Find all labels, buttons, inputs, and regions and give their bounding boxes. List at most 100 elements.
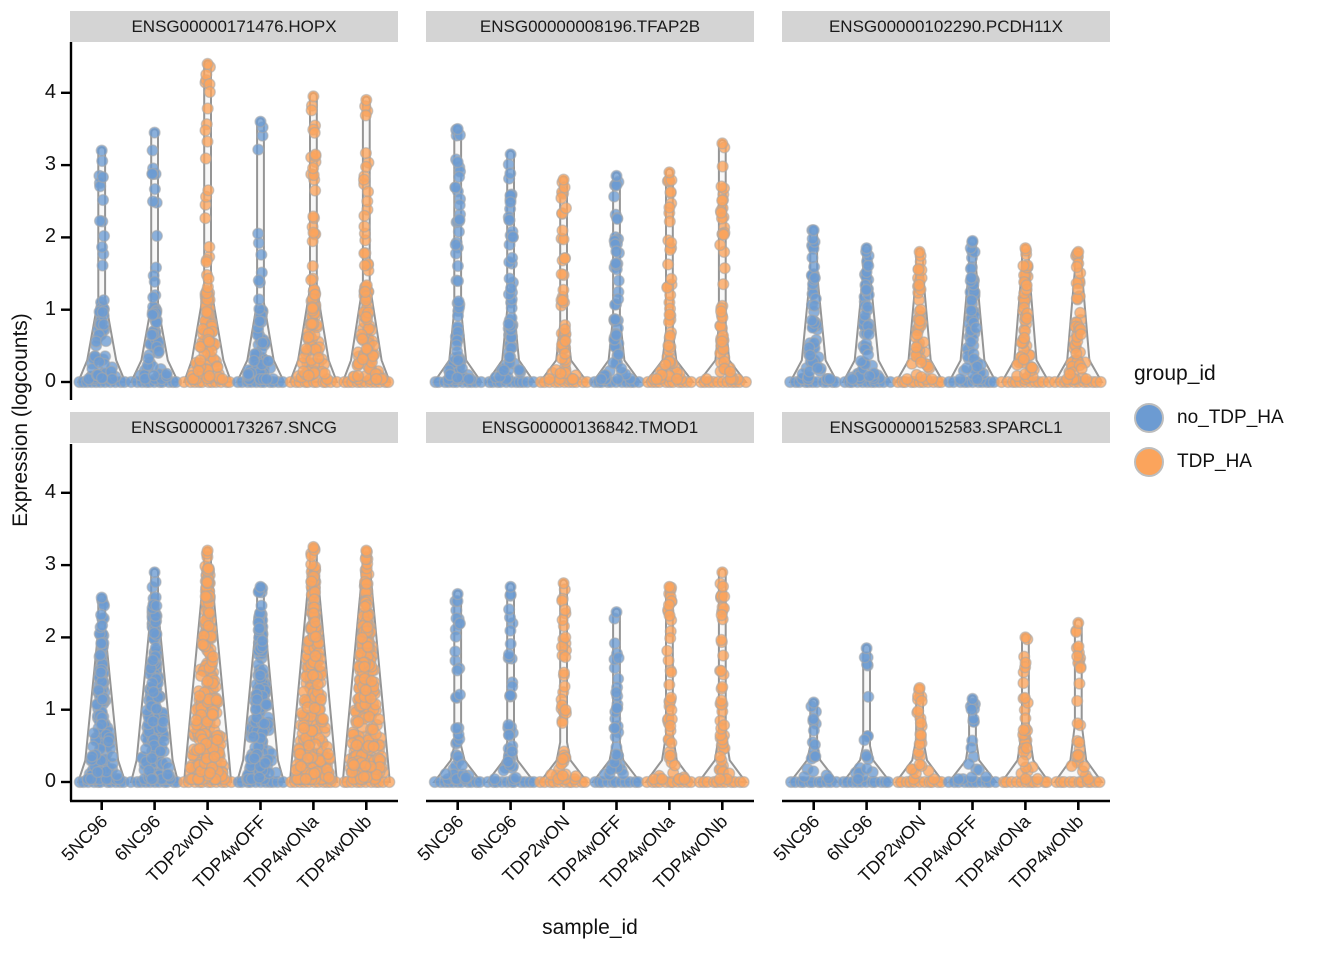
- data-point: [154, 745, 167, 758]
- data-point: [203, 335, 216, 348]
- data-point: [309, 288, 322, 301]
- data-point: [357, 770, 371, 784]
- violin-points: [589, 606, 645, 789]
- data-point: [612, 293, 625, 306]
- data-point: [664, 329, 677, 343]
- violin-points: [534, 173, 594, 389]
- violin-5NC96: [73, 591, 130, 789]
- violin-points: [997, 631, 1053, 789]
- data-point: [199, 152, 213, 165]
- data-point: [145, 752, 159, 765]
- data-point: [809, 750, 822, 763]
- y-tick-label: 3: [44, 153, 56, 176]
- data-point: [915, 370, 928, 384]
- data-point: [1071, 650, 1084, 663]
- data-point: [913, 758, 926, 771]
- data-point: [1017, 723, 1030, 737]
- data-point: [305, 317, 318, 331]
- data-point: [194, 340, 207, 353]
- data-point: [347, 759, 360, 772]
- data-point: [670, 373, 684, 386]
- data-point: [210, 694, 223, 707]
- data-point: [861, 348, 875, 361]
- data-point: [1019, 772, 1032, 786]
- data-point: [1063, 367, 1076, 381]
- data-point: [252, 227, 265, 240]
- data-point: [807, 224, 820, 237]
- data-point: [808, 299, 821, 312]
- violin-points: [284, 540, 342, 789]
- data-point: [202, 184, 215, 197]
- data-point: [146, 715, 160, 728]
- data-point: [199, 124, 212, 137]
- violin-points: [232, 580, 290, 789]
- data-point: [715, 206, 728, 219]
- data-point: [609, 257, 622, 270]
- data-point: [1019, 712, 1032, 725]
- data-point: [556, 294, 569, 307]
- data-point: [203, 370, 216, 383]
- x-axis: [70, 799, 398, 810]
- data-point: [663, 308, 676, 321]
- y-tick-label: 4: [44, 80, 56, 103]
- violin-points: [338, 544, 396, 789]
- data-point: [361, 195, 374, 208]
- data-point: [262, 355, 275, 368]
- data-point: [1071, 694, 1084, 708]
- data-point: [106, 373, 119, 386]
- violin-points: [693, 566, 750, 789]
- data-point: [504, 167, 517, 180]
- data-point: [804, 349, 817, 362]
- data-point: [954, 373, 967, 386]
- data-point: [306, 260, 319, 273]
- data-point: [558, 680, 571, 693]
- data-point: [358, 247, 371, 260]
- violin-5NC96: [785, 696, 843, 789]
- violin-points: [1048, 245, 1107, 389]
- legend-title: group_id: [1134, 362, 1216, 385]
- data-point: [717, 228, 730, 241]
- data-point: [97, 294, 110, 307]
- data-point: [366, 723, 380, 736]
- data-point: [252, 274, 265, 287]
- y-tick-label: 2: [44, 225, 56, 248]
- data-point: [1017, 353, 1030, 366]
- data-point: [663, 166, 676, 179]
- data-point: [145, 773, 159, 786]
- data-point: [146, 144, 159, 157]
- y-tick-label: 0: [44, 770, 56, 792]
- violin-points: [588, 169, 646, 389]
- data-point: [211, 733, 224, 746]
- violin-5NC96: [784, 224, 842, 389]
- data-point: [357, 173, 371, 186]
- data-point: [308, 702, 321, 715]
- data-point: [150, 229, 164, 243]
- data-point: [808, 738, 822, 751]
- data-point: [505, 251, 519, 265]
- data-point: [914, 729, 928, 742]
- data-point: [913, 314, 927, 327]
- data-point: [358, 209, 371, 222]
- data-point: [97, 229, 111, 243]
- data-point: [965, 294, 978, 307]
- data-point: [146, 195, 160, 208]
- data-point: [612, 274, 625, 287]
- data-point: [970, 321, 983, 335]
- data-point: [194, 354, 207, 367]
- data-point: [610, 701, 624, 715]
- data-point: [359, 684, 372, 697]
- violin-TDP4wONb: [694, 137, 753, 389]
- data-point: [1018, 331, 1031, 345]
- y-tick-label: 3: [44, 553, 56, 576]
- data-point: [488, 773, 501, 786]
- data-point: [1020, 279, 1033, 292]
- violin-points: [73, 591, 130, 789]
- violin-TDP2wON: [534, 173, 594, 389]
- violin-TDP4wONb: [1048, 245, 1107, 389]
- data-point: [925, 373, 939, 386]
- data-point: [615, 362, 628, 375]
- violin-points: [837, 642, 895, 789]
- data-point: [851, 773, 865, 786]
- data-point: [146, 308, 159, 321]
- data-point: [449, 630, 463, 643]
